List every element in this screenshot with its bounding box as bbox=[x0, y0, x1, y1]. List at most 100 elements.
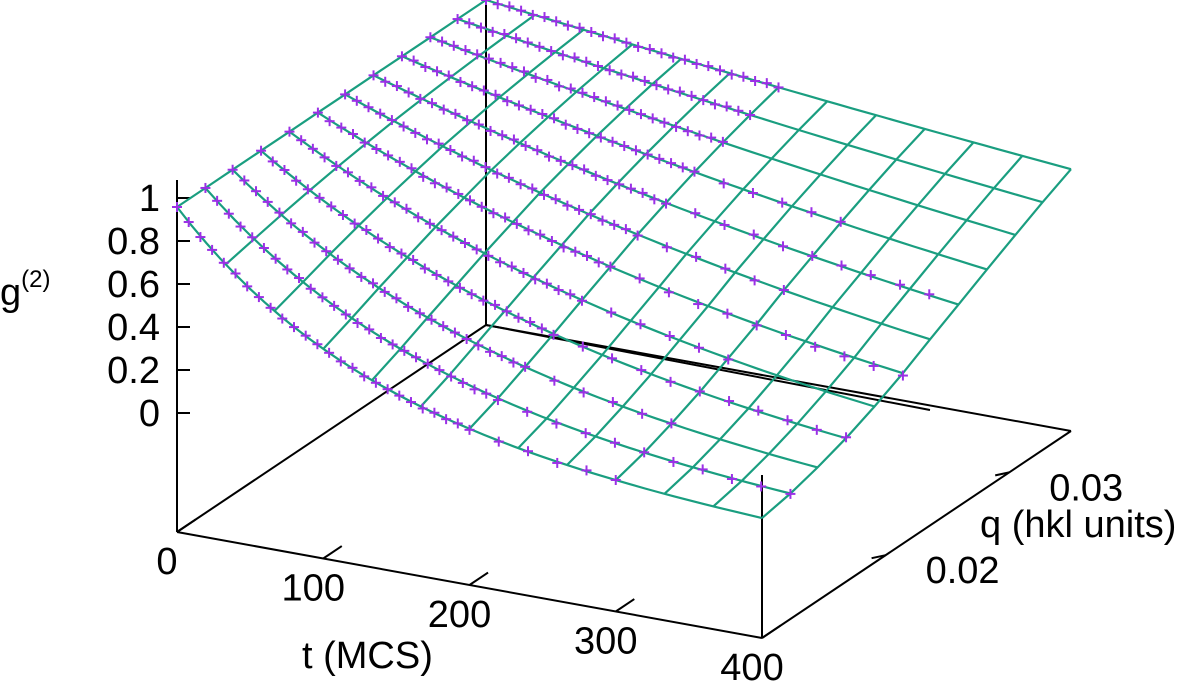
data-point bbox=[499, 28, 510, 39]
data-point bbox=[258, 243, 269, 254]
y-axis-label: q (hkl units) bbox=[980, 504, 1176, 546]
data-point bbox=[183, 217, 194, 228]
mesh-line-t bbox=[761, 168, 1072, 519]
data-point bbox=[460, 45, 471, 56]
mesh-line-t bbox=[712, 155, 1024, 508]
data-point bbox=[421, 134, 432, 145]
data-point bbox=[387, 339, 398, 350]
data-point bbox=[924, 289, 935, 300]
data-point bbox=[605, 261, 616, 272]
data-point bbox=[642, 149, 653, 160]
data-point bbox=[534, 41, 545, 52]
data-point bbox=[265, 302, 276, 313]
data-point bbox=[312, 107, 323, 118]
back-floor-line bbox=[485, 324, 931, 411]
data-point bbox=[593, 257, 604, 268]
data-point bbox=[810, 341, 821, 352]
data-point bbox=[656, 48, 667, 59]
data-point bbox=[634, 273, 645, 284]
data-point bbox=[464, 424, 475, 435]
mesh-line-q bbox=[176, 206, 763, 520]
data-point bbox=[607, 397, 618, 408]
data-point bbox=[630, 145, 641, 156]
data-point bbox=[218, 257, 229, 268]
data-point bbox=[549, 113, 560, 124]
data-point bbox=[436, 225, 447, 236]
data-point bbox=[807, 250, 818, 261]
z-tick-label: 0 bbox=[139, 393, 160, 435]
data-point bbox=[515, 179, 526, 190]
data-point bbox=[538, 189, 549, 200]
data-point bbox=[286, 218, 297, 229]
data-point bbox=[417, 403, 428, 414]
data-point bbox=[354, 175, 365, 186]
data-point bbox=[897, 370, 908, 381]
data-point bbox=[373, 233, 384, 244]
data-point bbox=[576, 295, 587, 306]
data-point bbox=[483, 250, 494, 261]
data-point bbox=[523, 225, 534, 236]
data-point bbox=[637, 187, 648, 198]
data-point bbox=[235, 221, 246, 232]
data-point bbox=[723, 354, 734, 365]
data-point bbox=[270, 253, 281, 264]
mesh-line-t bbox=[371, 58, 682, 381]
data-point bbox=[595, 132, 606, 143]
data-point bbox=[483, 53, 494, 64]
data-point bbox=[396, 51, 407, 62]
data-point bbox=[336, 122, 347, 133]
data-point bbox=[195, 232, 206, 243]
data-point bbox=[506, 261, 517, 272]
data-points bbox=[172, 0, 935, 499]
data-point bbox=[663, 287, 674, 298]
data-point bbox=[389, 197, 400, 208]
data-point bbox=[297, 226, 308, 237]
z-tick-label: 0.4 bbox=[107, 307, 160, 349]
data-point bbox=[664, 331, 675, 342]
data-point bbox=[406, 163, 417, 174]
data-point bbox=[694, 130, 705, 141]
data-point bbox=[495, 257, 506, 268]
data-point bbox=[207, 244, 218, 255]
data-point bbox=[438, 321, 449, 332]
data-point bbox=[319, 152, 330, 163]
data-point bbox=[582, 250, 593, 261]
data-point bbox=[212, 195, 223, 206]
data-point bbox=[239, 175, 250, 186]
data-point bbox=[375, 108, 386, 119]
data-point bbox=[518, 66, 529, 77]
data-point bbox=[368, 278, 379, 289]
data-point bbox=[619, 141, 630, 152]
data-point bbox=[555, 155, 566, 166]
data-point bbox=[432, 66, 443, 77]
data-point bbox=[455, 76, 466, 87]
data-point bbox=[396, 248, 407, 259]
data-point bbox=[401, 203, 412, 214]
data-point bbox=[429, 178, 440, 189]
data-point bbox=[607, 353, 618, 364]
data-point bbox=[267, 156, 278, 167]
data-point bbox=[279, 164, 290, 175]
data-point bbox=[647, 113, 658, 124]
data-point bbox=[406, 397, 416, 408]
data-point bbox=[450, 108, 461, 119]
data-point bbox=[497, 130, 508, 141]
data-point bbox=[542, 74, 553, 85]
data-point bbox=[686, 90, 697, 101]
data-point bbox=[481, 388, 492, 399]
data-point bbox=[340, 89, 351, 100]
data-point bbox=[383, 150, 394, 161]
data-point bbox=[403, 87, 414, 98]
data-point bbox=[485, 346, 496, 357]
data-point bbox=[550, 194, 561, 205]
data-point bbox=[359, 371, 370, 382]
data-point bbox=[624, 104, 635, 115]
data-point bbox=[625, 183, 636, 194]
data-point bbox=[718, 178, 729, 189]
mesh-line-t bbox=[224, 14, 536, 266]
data-point bbox=[449, 327, 460, 338]
data-point bbox=[464, 18, 475, 29]
data-point bbox=[589, 92, 600, 103]
data-point bbox=[342, 167, 353, 178]
data-point bbox=[490, 299, 501, 310]
